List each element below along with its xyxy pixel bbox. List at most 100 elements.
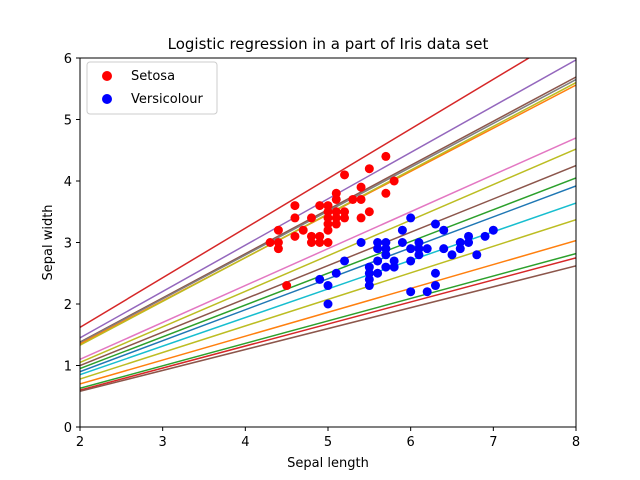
setosa-point-23 [331, 213, 341, 223]
versicolour-point-43 [480, 231, 490, 241]
legend: Setosa Versicolour [86, 61, 218, 115]
setosa-point-21 [323, 201, 333, 211]
x-tick-label: 6 [407, 435, 415, 450]
setosa-point-37 [381, 151, 391, 161]
x-tick-label: 7 [489, 435, 497, 450]
chart-title: Logistic regression in a part of Iris da… [168, 35, 489, 53]
versicolour-point-44 [488, 225, 498, 235]
versicolour-point-23 [406, 287, 416, 297]
regression-line-1 [80, 58, 531, 329]
setosa-point-2 [273, 244, 283, 254]
setosa-point-25 [331, 194, 341, 204]
setosa-point-18 [323, 219, 333, 229]
versicolour-point-18 [381, 238, 391, 247]
versicolour-point-5 [340, 256, 350, 266]
versicolour-point-9 [364, 268, 374, 278]
setosa-point-11 [306, 231, 316, 241]
setosa-point-34 [364, 207, 374, 217]
regression-line-16 [80, 257, 576, 391]
setosa-point-8 [290, 201, 300, 211]
versicolour-point-4 [331, 268, 341, 278]
regression-line-13 [80, 219, 576, 380]
x-tick-label: 8 [572, 435, 580, 450]
versicolour-point-1 [315, 274, 325, 284]
versicolour-point-11 [373, 268, 383, 278]
setosa-point-1 [265, 238, 275, 247]
setosa-point-7 [290, 213, 300, 223]
setosa-point-6 [290, 231, 300, 241]
x-tick-label: 5 [324, 435, 332, 450]
y-tick-label: 4 [64, 175, 72, 190]
versicolour-point-3 [323, 281, 333, 291]
setosa-point-28 [340, 207, 350, 217]
versicolour-point-19 [389, 262, 399, 272]
y-tick-label: 6 [64, 52, 72, 67]
versicolour-point-20 [389, 256, 399, 266]
setosa-point-10 [306, 238, 316, 247]
versicolour-point-30 [422, 287, 432, 297]
versicolour-point-29 [414, 238, 424, 247]
versicolour-point-26 [406, 213, 416, 223]
versicolour-point-14 [373, 238, 383, 247]
regression-line-7 [80, 137, 576, 361]
scatter-points [265, 151, 498, 309]
legend-label-versicolour: Versicolour [131, 92, 204, 107]
setosa-point-29 [340, 170, 350, 180]
x-tick-label: 2 [76, 435, 84, 450]
versicolour-point-13 [373, 244, 383, 254]
versicolour-point-15 [381, 262, 391, 272]
setosa-point-4 [273, 225, 283, 235]
x-tick-label: 4 [241, 435, 249, 450]
regression-line-14 [80, 239, 576, 385]
versicolour-point-40 [464, 238, 474, 247]
y-axis-label: Sepal width [41, 204, 56, 280]
versicolour-point-10 [364, 262, 374, 272]
setosa-point-20 [323, 207, 333, 217]
setosa-point-32 [356, 194, 366, 204]
legend-label-setosa: Setosa [131, 69, 175, 84]
versicolour-point-6 [356, 238, 366, 247]
versicolour-point-31 [422, 244, 432, 254]
setosa-point-33 [356, 182, 366, 192]
regression-line-11 [80, 185, 576, 373]
versicolour-point-17 [381, 244, 391, 254]
setosa-point-36 [381, 188, 391, 198]
versicolour-point-12 [373, 256, 383, 266]
setosa-point-22 [331, 219, 341, 229]
setosa-point-5 [282, 281, 292, 291]
versicolour-point-25 [406, 244, 416, 254]
versicolour-point-2 [323, 299, 333, 309]
setosa-point-15 [315, 201, 325, 211]
y-tick-label: 1 [64, 360, 72, 375]
versicolour-point-39 [455, 238, 465, 247]
regression-line-15 [80, 252, 576, 389]
x-tick-label: 3 [159, 435, 167, 450]
regression-line-2 [80, 59, 576, 339]
setosa-point-12 [306, 213, 316, 223]
regression-line-10 [80, 177, 576, 370]
x-axis-label: Sepal length [287, 456, 369, 471]
y-tick-label: 3 [64, 237, 72, 252]
versicolour-point-27 [414, 250, 424, 260]
setosa-point-27 [340, 213, 350, 223]
legend-marker-setosa [102, 71, 112, 81]
setosa-point-30 [348, 194, 358, 204]
versicolour-point-22 [397, 225, 407, 235]
setosa-point-24 [331, 207, 341, 217]
setosa-point-9 [298, 225, 308, 235]
setosa-point-19 [323, 213, 333, 223]
setosa-point-14 [315, 231, 325, 241]
versicolour-point-32 [430, 281, 440, 291]
setosa-point-13 [315, 238, 325, 247]
versicolour-point-35 [439, 244, 449, 254]
setosa-point-35 [364, 164, 374, 174]
legend-box [86, 61, 218, 115]
versicolour-point-7 [364, 281, 374, 291]
setosa-point-16 [323, 238, 333, 247]
versicolour-point-34 [430, 219, 440, 229]
regression-line-8 [80, 148, 576, 364]
y-tick-label: 0 [64, 421, 72, 436]
versicolour-point-42 [472, 250, 482, 260]
regression-line-17 [80, 265, 576, 393]
regression-line-9 [80, 164, 576, 367]
